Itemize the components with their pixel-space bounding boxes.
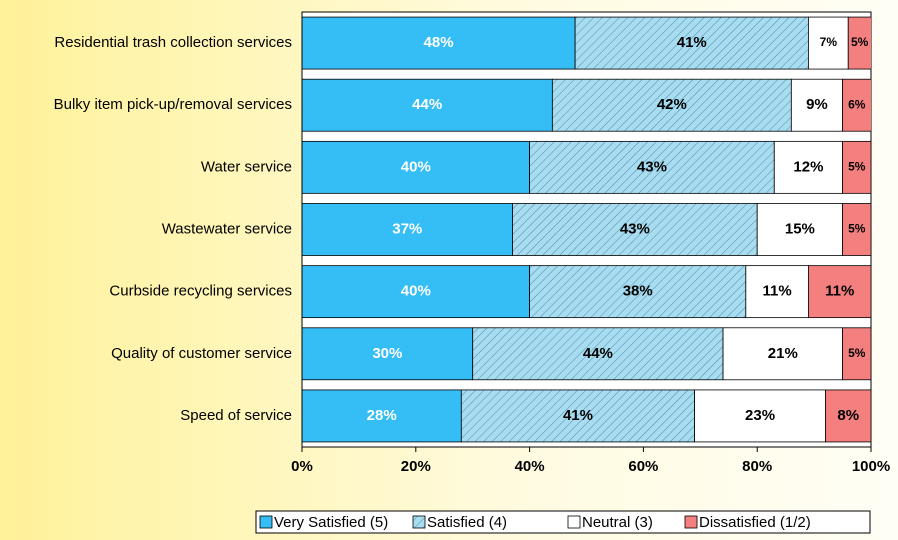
data-label: 44% — [412, 96, 442, 113]
bar-segment — [529, 265, 747, 319]
legend-swatch — [567, 515, 581, 529]
data-label: 11% — [763, 283, 792, 300]
bar-segment — [574, 16, 809, 70]
data-label: 48% — [424, 34, 454, 51]
data-label: 38% — [623, 283, 653, 300]
data-label: 12% — [793, 158, 823, 175]
data-label: 40% — [401, 158, 431, 175]
bar-segment — [302, 265, 531, 319]
bars — [302, 16, 871, 443]
data-label: 43% — [637, 158, 667, 175]
bar-segment — [773, 140, 843, 194]
bar-segment — [302, 203, 513, 256]
bar-segment — [842, 140, 871, 194]
bar-segment — [302, 140, 531, 194]
x-tick-label: 0% — [291, 458, 313, 475]
bar-segment — [842, 203, 871, 256]
data-label: 44% — [583, 345, 613, 362]
bar-segment — [722, 327, 843, 381]
category-label: Speed of service — [180, 407, 292, 424]
x-tick-label: 80% — [742, 458, 772, 475]
category-label: Water service — [201, 158, 292, 175]
bar-segment — [825, 389, 871, 443]
legend-label: Dissatisfied (1/2) — [699, 514, 811, 531]
category-label: Quality of customer service — [111, 345, 292, 362]
data-label: 5% — [851, 35, 869, 49]
bar-segment — [302, 16, 576, 70]
bar-segment — [808, 16, 849, 70]
bar-segment — [756, 203, 843, 256]
data-label: 21% — [768, 345, 798, 362]
bar-segment — [842, 327, 871, 381]
x-tick-label: 20% — [401, 458, 431, 475]
category-label: Residential trash collection services — [54, 34, 292, 51]
category-label: Wastewater service — [162, 220, 292, 237]
data-label: 42% — [657, 96, 687, 113]
bar-segment — [512, 203, 758, 256]
data-label: 40% — [401, 283, 431, 300]
data-label: 11% — [825, 283, 854, 300]
x-tick-label: 100% — [852, 458, 890, 475]
category-label: Bulky item pick-up/removal services — [54, 96, 292, 113]
data-label: 6% — [848, 97, 866, 111]
legend-swatch — [259, 515, 273, 529]
data-label: 15% — [785, 220, 815, 237]
data-label: 9% — [806, 96, 828, 113]
x-tick-label: 40% — [515, 458, 545, 475]
bar-segment — [847, 16, 871, 70]
bar-segment — [551, 78, 792, 132]
legend — [255, 510, 871, 534]
data-label: 37% — [392, 220, 422, 237]
data-label: 5% — [848, 160, 866, 174]
data-label: 23% — [745, 407, 775, 424]
category-label: Curbside recycling services — [109, 283, 292, 300]
data-label: 43% — [620, 220, 650, 237]
legend-swatch — [684, 515, 698, 529]
bar-segment — [808, 265, 871, 319]
data-label: 41% — [677, 34, 707, 51]
data-label: 5% — [848, 222, 866, 236]
legend-label: Very Satisfied (5) — [274, 514, 388, 531]
bar-segment — [302, 389, 462, 443]
bar-segment — [529, 140, 775, 194]
data-label: 28% — [367, 407, 397, 424]
data-label: 30% — [372, 345, 402, 362]
bar-segment — [745, 265, 809, 319]
legend-label: Satisfied (4) — [427, 514, 507, 531]
bar-segment — [694, 389, 826, 443]
bar-segment — [842, 78, 871, 132]
data-label: 8% — [837, 407, 859, 424]
bar-segment — [790, 78, 843, 132]
bar-segment — [302, 327, 474, 381]
legend-swatch — [412, 515, 426, 529]
data-label: 7% — [820, 35, 838, 49]
legend-label: Neutral (3) — [582, 514, 653, 531]
data-label: 5% — [848, 346, 866, 360]
x-tick-label: 60% — [628, 458, 658, 475]
data-label: 41% — [563, 407, 593, 424]
